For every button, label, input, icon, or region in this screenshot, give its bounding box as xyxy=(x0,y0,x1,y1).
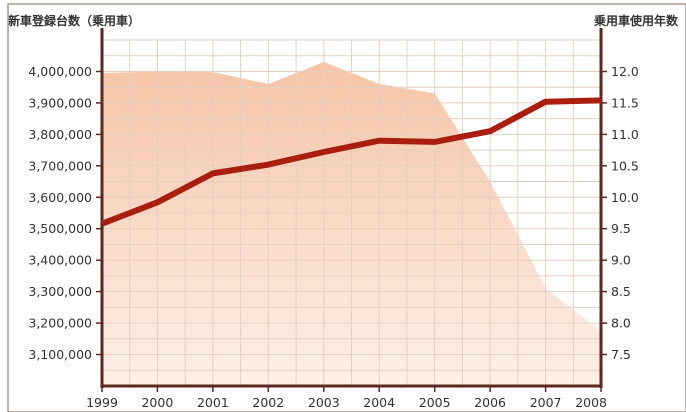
chart-frame xyxy=(7,3,686,412)
right-tick-label: 12.0 xyxy=(611,64,639,79)
right-tick-label: 8.0 xyxy=(611,316,631,331)
x-tick-label: 2006 xyxy=(474,395,506,410)
left-tick-label: 3,900,000 xyxy=(28,95,92,110)
x-tick-label: 2000 xyxy=(141,395,173,410)
left-tick-label: 3,100,000 xyxy=(28,347,92,362)
left-tick-label: 3,500,000 xyxy=(28,221,92,236)
x-tick-label: 2004 xyxy=(363,395,395,410)
right-tick-label: 10.0 xyxy=(611,190,639,205)
right-tick-label: 11.5 xyxy=(611,95,639,110)
left-axis-title: 新車登録台数（乗用車） xyxy=(8,14,141,28)
x-tick-label: 2008 xyxy=(575,395,607,410)
x-tick-label: 2001 xyxy=(197,395,229,410)
x-tick-label: 2003 xyxy=(308,395,340,410)
line-series xyxy=(100,97,602,227)
left-tick-label: 4,000,000 xyxy=(28,64,92,79)
right-tick-label: 8.5 xyxy=(611,284,631,299)
right-tick-label: 7.5 xyxy=(611,347,631,362)
left-tick-label: 3,200,000 xyxy=(28,316,92,331)
left-tick-label: 3,800,000 xyxy=(28,127,92,142)
right-tick-label: 10.5 xyxy=(611,158,639,173)
right-tick-label: 11.0 xyxy=(611,127,639,142)
left-tick-label: 3,700,000 xyxy=(28,158,92,173)
left-tick-label: 3,300,000 xyxy=(28,284,92,299)
left-tick-label: 3,600,000 xyxy=(28,190,92,205)
right-axis-title: 乗用車使用年数 xyxy=(594,14,679,28)
right-tick-label: 9.5 xyxy=(611,221,631,236)
x-tick-label: 2002 xyxy=(252,395,284,410)
x-tick-label: 1999 xyxy=(86,395,118,410)
left-tick-label: 3,400,000 xyxy=(28,253,92,268)
x-tick-label: 2005 xyxy=(419,395,451,410)
right-tick-label: 9.0 xyxy=(611,253,631,268)
x-tick-label: 2007 xyxy=(530,395,562,410)
